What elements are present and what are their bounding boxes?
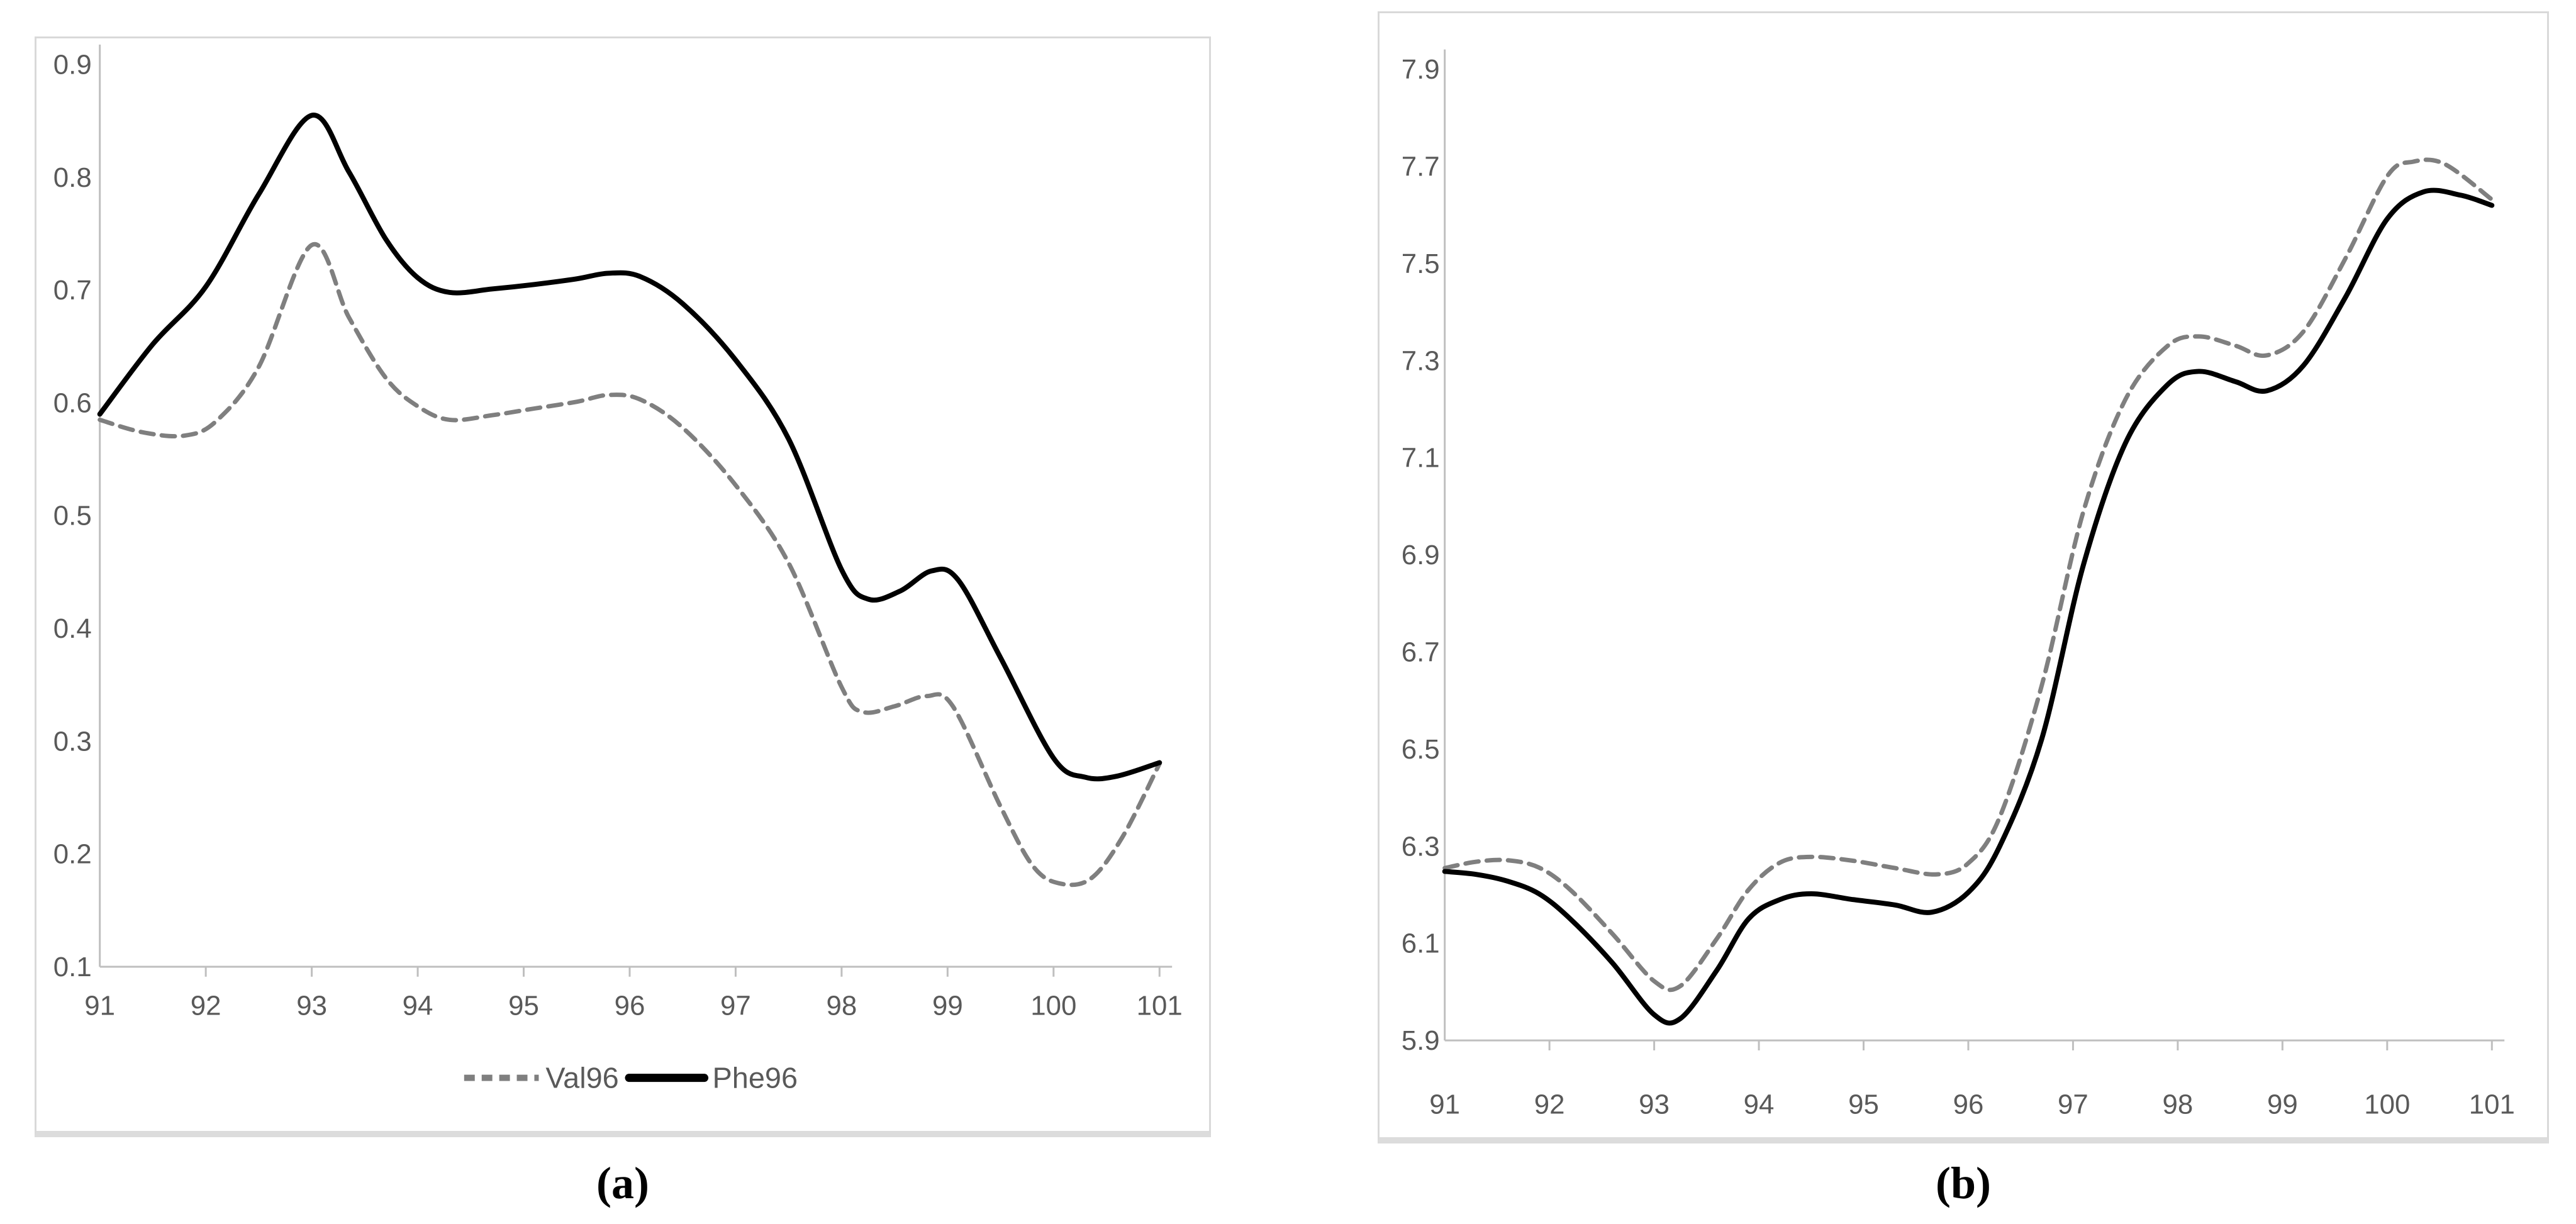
series-line-Val96 xyxy=(98,242,1162,887)
series-line-solid xyxy=(1442,187,2495,1026)
x-tick-label: 96 xyxy=(1953,1089,1984,1120)
x-tick-label: 98 xyxy=(2163,1089,2194,1120)
y-tick-label: 7.7 xyxy=(1402,152,1440,182)
y-tick-label: 0.1 xyxy=(53,952,92,982)
y-tick-label: 0.3 xyxy=(53,726,92,757)
y-tick-label: 6.1 xyxy=(1402,928,1440,959)
y-tick-label: 0.4 xyxy=(53,613,92,644)
y-tick-label: 5.9 xyxy=(1402,1025,1440,1056)
x-tick-label: 97 xyxy=(2058,1089,2088,1120)
x-tick-label: 100 xyxy=(1030,990,1076,1021)
y-tick-label: 0.8 xyxy=(53,162,92,193)
x-tick-label: 93 xyxy=(1639,1089,1670,1120)
x-tick-label: 98 xyxy=(826,990,857,1021)
legend-label-phe96: Phe96 xyxy=(713,1062,798,1094)
y-tick-label: 7.1 xyxy=(1402,443,1440,474)
x-tick-label: 101 xyxy=(2469,1089,2515,1120)
x-tick-label: 93 xyxy=(296,990,327,1021)
legend-label-val96: Val96 xyxy=(545,1062,618,1094)
x-tick-label: 97 xyxy=(720,990,751,1021)
x-tick-label: 99 xyxy=(932,990,963,1021)
x-tick-label: 94 xyxy=(1744,1089,1775,1120)
x-tick-label: 96 xyxy=(615,990,645,1021)
y-tick-label: 7.9 xyxy=(1402,54,1440,85)
y-tick-label: 6.5 xyxy=(1402,734,1440,765)
x-tick-label: 92 xyxy=(191,990,221,1021)
x-tick-label: 91 xyxy=(1429,1089,1460,1120)
chart-panel-b: 7.9 7.7 7.5 7.3 7.1 6.9 6.7 6.5 6.3 6.1 5.9 91 92 93 9… xyxy=(1378,11,2549,1143)
chart-panel-a: 0.9 0.8 0.7 0.6 0.5 0.4 0.3 0.2 0.1 91 92 93 94 95 96 9… xyxy=(35,36,1211,1137)
y-tick-label: 6.3 xyxy=(1402,831,1440,862)
series-line-dashed xyxy=(1442,157,2494,993)
chart-b-canvas: 7.9 7.7 7.5 7.3 7.1 6.9 6.7 6.5 6.3 6.1 5.9 91 92 93 9… xyxy=(1402,49,2515,1120)
x-tick-label: 95 xyxy=(508,990,539,1021)
chart-a-canvas: 0.9 0.8 0.7 0.6 0.5 0.4 0.3 0.2 0.1 91 92 93 94 95 96 9… xyxy=(53,44,1183,1094)
y-tick-label: 0.2 xyxy=(53,839,92,870)
x-tick-label: 94 xyxy=(403,990,433,1021)
x-tick-label: 95 xyxy=(1848,1089,1879,1120)
y-tick-label: 6.7 xyxy=(1402,637,1440,668)
y-tick-label: 7.3 xyxy=(1402,345,1440,376)
y-tick-label: 0.7 xyxy=(53,275,92,306)
y-tick-label: 6.9 xyxy=(1402,540,1440,570)
y-tick-label: 0.9 xyxy=(53,50,92,81)
caption-b: (b) xyxy=(1936,1158,1991,1208)
y-tick-label: 0.6 xyxy=(53,388,92,419)
series-line-Phe96 xyxy=(97,113,1163,782)
x-tick-label: 101 xyxy=(1137,990,1183,1021)
caption-a: (a) xyxy=(596,1158,649,1208)
x-tick-label: 91 xyxy=(84,990,115,1021)
x-tick-label: 92 xyxy=(1534,1089,1565,1120)
y-tick-label: 0.5 xyxy=(53,501,92,531)
y-tick-label: 7.5 xyxy=(1402,248,1440,279)
x-tick-label: 100 xyxy=(2364,1089,2410,1120)
x-tick-label: 99 xyxy=(2267,1089,2298,1120)
